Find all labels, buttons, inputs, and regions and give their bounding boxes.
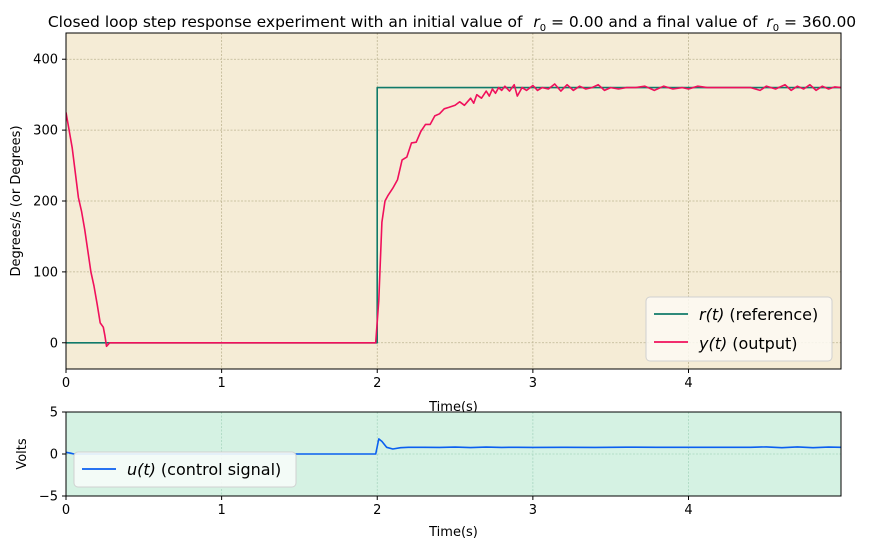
y-tick-label: 0 — [50, 448, 58, 463]
bottom-y-axis-label: Volts — [15, 438, 30, 470]
top-axis-ticks: 0 1 2 3 4 0 100 200 300 400 — [33, 53, 692, 391]
y-tick-label: 0 — [50, 336, 58, 351]
x-tick-label: 4 — [684, 503, 692, 518]
series-line-2 — [66, 83, 841, 348]
x-tick-label: 1 — [217, 376, 225, 391]
x-tick-label: 1 — [217, 503, 225, 518]
top-x-axis-label: Time(s) — [428, 400, 478, 415]
chart-title: Closed loop step response experiment wit… — [48, 13, 856, 34]
legend-label-reference: r(t) (reference) — [699, 305, 818, 324]
x-tick-label: 4 — [684, 376, 692, 391]
bottom-legend: u(t) (control signal) — [73, 451, 297, 488]
y-tick-label: 300 — [33, 124, 58, 139]
series-line-1 — [66, 438, 841, 455]
bottom-axis-ticks: 0 1 2 3 4 −5 0 5 — [39, 406, 693, 519]
x-tick-label: 2 — [373, 503, 381, 518]
bottom-x-axis-label: Time(s) — [428, 525, 478, 540]
top-y-axis-label: Degrees/s (or Degrees) — [9, 125, 24, 276]
top-series-lines — [66, 83, 841, 348]
top-legend: r(t) (reference) y(t) (output) — [645, 296, 833, 362]
x-tick-label: 0 — [62, 503, 70, 518]
bottom-plot-panel: 0 1 2 3 4 −5 0 5 Time(s) Volts u(t) (control sig… — [15, 406, 842, 540]
y-tick-label: 5 — [50, 406, 58, 421]
bottom-legend-box — [73, 451, 297, 488]
x-tick-label: 3 — [529, 376, 537, 391]
y-tick-label: 400 — [33, 53, 58, 68]
y-tick-label: −5 — [39, 490, 58, 505]
bottom-series-lines — [66, 438, 841, 455]
legend-label-output: y(t) (output) — [698, 334, 798, 353]
top-plot-panel: 0 1 2 3 4 0 100 200 300 400 Time(s) Degrees/s (or… — [9, 32, 842, 415]
legend-label-control-signal: u(t) (control signal) — [127, 460, 281, 479]
y-tick-label: 200 — [33, 195, 58, 210]
x-tick-label: 2 — [373, 376, 381, 391]
top-legend-box — [645, 296, 833, 362]
x-tick-label: 0 — [62, 376, 70, 391]
x-tick-label: 3 — [529, 503, 537, 518]
y-tick-label: 100 — [33, 265, 58, 280]
